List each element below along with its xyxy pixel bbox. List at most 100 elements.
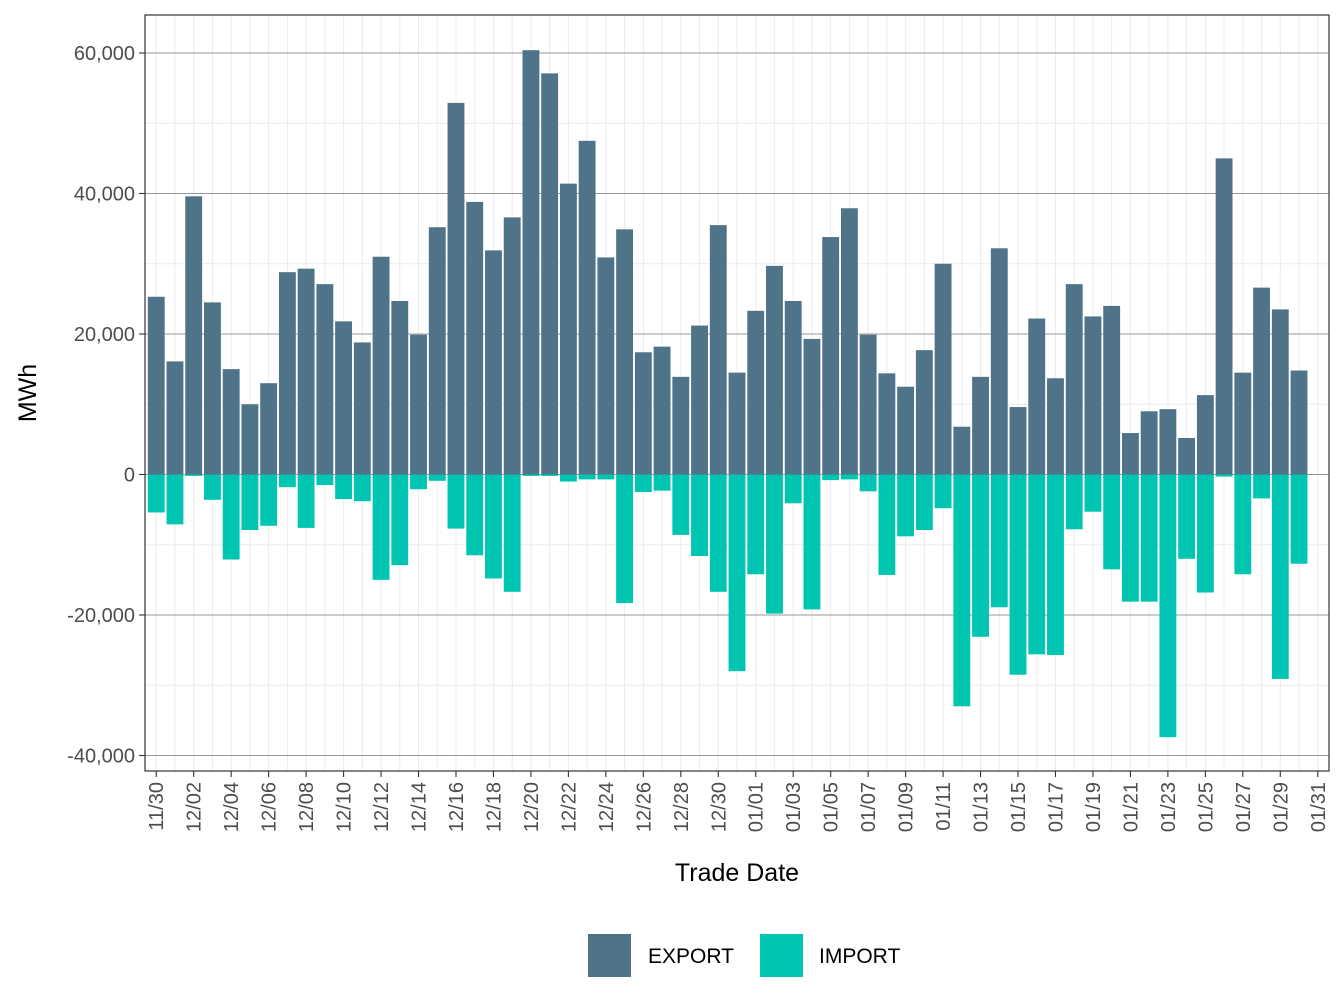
bar-export-12-13 <box>391 300 409 475</box>
legend-label-import: IMPORT <box>819 945 900 968</box>
bar-export-01-27 <box>1234 372 1252 475</box>
bar-export-01-03 <box>784 300 802 475</box>
bar-export-12-09 <box>316 284 334 475</box>
bar-import-12-30 <box>709 474 727 592</box>
bar-export-12-21 <box>541 73 559 475</box>
bar-export-01-05 <box>822 237 840 475</box>
bar-export-01-26 <box>1215 158 1233 475</box>
bar-import-12-06 <box>260 474 278 526</box>
x-axis: 11/30 12/02 12/04 12/06 12/08 12/10 12/12 12/14… <box>146 771 1330 832</box>
x-tick-label: 01/21 <box>1120 782 1142 832</box>
bar-import-12-22 <box>559 474 577 482</box>
bar-import-01-01 <box>747 474 765 575</box>
bar-export-12-29 <box>691 325 708 475</box>
x-tick-label: 01/03 <box>783 782 805 832</box>
bar-export-12-10 <box>335 321 353 475</box>
bar-import-01-04 <box>803 474 821 610</box>
bar-export-01-22 <box>1140 411 1158 475</box>
bar-export-01-20 <box>1103 305 1121 475</box>
x-tick-label: 12/28 <box>671 782 693 832</box>
bar-import-01-08 <box>878 474 896 575</box>
bar-import-12-13 <box>391 474 409 566</box>
bar-import-12-19 <box>503 474 521 592</box>
y-tick-label: -40,000 <box>67 746 135 768</box>
bar-import-12-04 <box>222 474 240 560</box>
bar-export-01-10 <box>915 350 933 475</box>
bar-export-12-23 <box>578 140 596 475</box>
bar-export-01-08 <box>878 373 896 475</box>
x-tick-label: 01/05 <box>821 782 843 832</box>
bar-import-01-15 <box>1009 474 1027 675</box>
x-tick-label: 12/12 <box>371 782 393 832</box>
x-tick-label: 12/24 <box>596 782 618 832</box>
bar-import-01-20 <box>1103 474 1121 570</box>
bar-export-01-07 <box>859 334 877 475</box>
x-tick-label: 12/26 <box>633 782 655 832</box>
bar-export-12-04 <box>222 369 240 475</box>
bar-import-12-28 <box>672 474 690 535</box>
bar-export-01-09 <box>897 386 915 475</box>
bar-export-01-23 <box>1159 409 1177 475</box>
bar-export-01-18 <box>1065 284 1083 475</box>
x-tick-label: 12/18 <box>483 782 505 832</box>
bar-import-01-10 <box>915 474 933 530</box>
bar-import-01-06 <box>840 474 858 480</box>
x-tick-label: 12/04 <box>221 782 243 832</box>
bar-export-12-05 <box>241 404 259 475</box>
bar-export-12-19 <box>503 217 521 475</box>
bar-export-01-13 <box>972 376 989 475</box>
bar-import-12-27 <box>653 474 671 491</box>
bar-import-12-05 <box>241 474 259 530</box>
bar-import-12-25 <box>616 474 634 604</box>
x-tick-label: 01/17 <box>1045 782 1067 832</box>
plot-panel-border <box>144 14 1330 772</box>
bar-export-01-21 <box>1121 433 1139 475</box>
bar-export-01-28 <box>1253 287 1270 475</box>
bar-import-12-31 <box>728 474 746 672</box>
bar-import-12-17 <box>466 474 484 556</box>
bar-import-12-09 <box>316 474 334 486</box>
bar-import-01-28 <box>1253 474 1270 499</box>
bar-import-12-01 <box>166 474 184 525</box>
bar-import-01-05 <box>822 474 840 481</box>
bar-export-12-06 <box>260 383 278 475</box>
x-tick-label: 01/11 <box>933 782 955 831</box>
bar-import-12-23 <box>578 474 596 480</box>
x-tick-label: 12/02 <box>184 782 206 832</box>
bar-import-12-11 <box>353 474 371 502</box>
bar-export-01-04 <box>803 338 821 475</box>
bar-import-01-22 <box>1140 474 1158 602</box>
bar-export-12-12 <box>372 256 390 475</box>
bar-import-01-17 <box>1047 474 1064 656</box>
bar-import-01-25 <box>1196 474 1214 593</box>
bar-import-12-10 <box>335 474 353 500</box>
y-axis: -40,000 -20,000 0 20,000 40,000 60,000 <box>67 43 145 768</box>
bar-export-01-19 <box>1084 316 1102 475</box>
bar-import-12-15 <box>428 474 446 481</box>
x-tick-label: 12/20 <box>521 782 543 832</box>
bar-export-12-02 <box>185 196 203 475</box>
legend-key-import <box>760 934 803 977</box>
bar-import-01-14 <box>990 474 1008 608</box>
x-tick-label: 11/30 <box>146 782 168 831</box>
x-tick-label: 01/13 <box>971 782 993 832</box>
bar-import-12-03 <box>204 474 221 500</box>
bar-export-01-17 <box>1047 378 1064 475</box>
bar-import-01-12 <box>953 474 971 707</box>
bar-export-12-15 <box>428 227 446 475</box>
bar-import-12-26 <box>634 474 652 493</box>
bar-export-12-03 <box>204 302 221 475</box>
bar-export-01-12 <box>953 426 971 475</box>
bar-export-12-26 <box>634 352 652 475</box>
bar-import-12-29 <box>691 474 708 556</box>
y-tick-label: 20,000 <box>74 324 135 346</box>
x-tick-label: 12/06 <box>259 782 281 832</box>
x-tick-label: 01/07 <box>858 782 880 832</box>
bar-import-12-07 <box>278 474 296 488</box>
bar-import-01-11 <box>934 474 952 509</box>
bar-import-01-02 <box>766 474 783 614</box>
bar-export-12-18 <box>485 250 502 475</box>
legend-key-export <box>588 934 631 977</box>
y-tick-label: 60,000 <box>74 43 135 65</box>
bar-export-01-02 <box>766 265 783 475</box>
